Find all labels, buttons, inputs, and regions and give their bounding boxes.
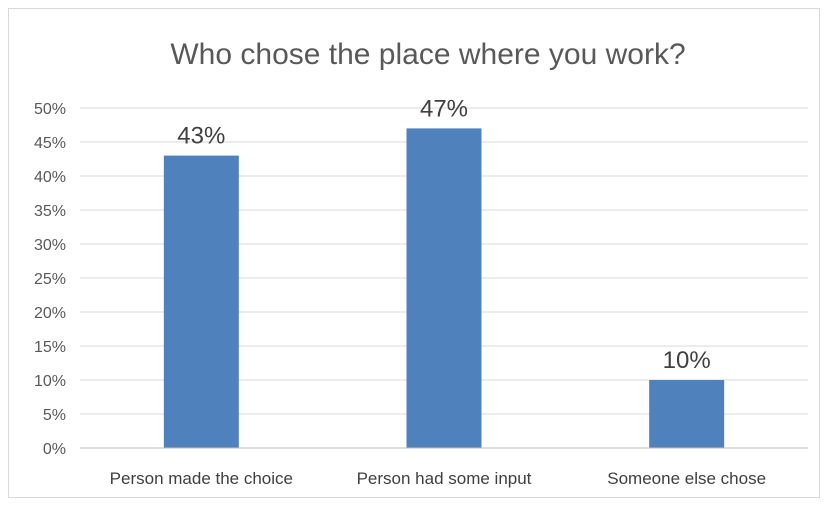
x-category-label: Someone else chose	[607, 469, 766, 488]
y-tick-label: 30%	[34, 237, 66, 254]
y-tick-label: 50%	[34, 101, 66, 118]
y-tick-label: 10%	[34, 373, 66, 390]
y-tick-label: 45%	[34, 135, 66, 152]
chart-title: Who chose the place where you work?	[170, 38, 685, 71]
y-tick-label: 20%	[34, 305, 66, 322]
data-label: 47%	[420, 95, 468, 122]
y-tick-label: 15%	[34, 339, 66, 356]
x-category-label: Person made the choice	[110, 469, 293, 488]
y-tick-label: 35%	[34, 203, 66, 220]
x-category-label: Person had some input	[357, 469, 532, 488]
data-labels: 43% 47% 10%	[177, 95, 710, 374]
x-axis-categories: Person made the choice Person had some in…	[110, 469, 766, 488]
bar	[163, 155, 239, 448]
data-label: 43%	[177, 123, 225, 150]
y-tick-label: 5%	[43, 407, 66, 424]
y-tick-label: 25%	[34, 271, 66, 288]
y-axis-ticks: 0% 5% 10% 15% 20% 25% 30% 35% 40% 45% 50%	[34, 101, 66, 458]
bars	[163, 128, 725, 448]
bar	[406, 128, 482, 448]
bar	[649, 380, 725, 448]
data-label: 10%	[663, 347, 711, 374]
y-tick-label: 0%	[43, 441, 66, 458]
y-tick-label: 40%	[34, 169, 66, 186]
